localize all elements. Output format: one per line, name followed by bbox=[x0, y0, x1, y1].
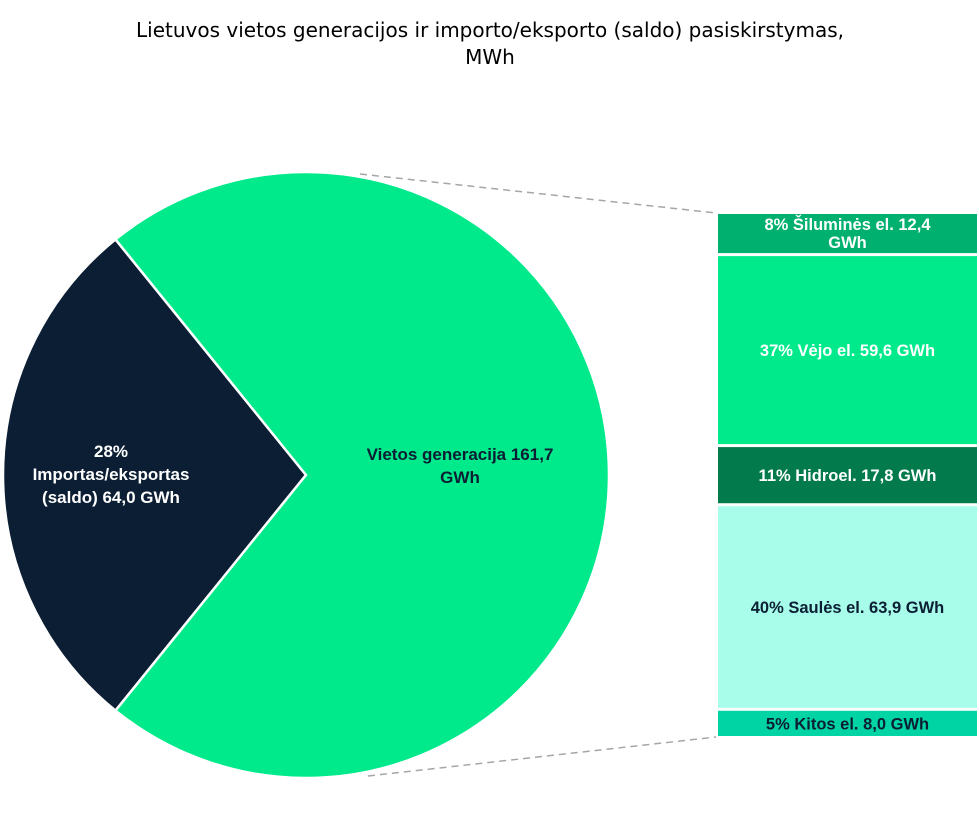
pie-label-importas-eksportas: 28% Importas/eksportas (saldo) 64,0 GWh bbox=[33, 442, 190, 507]
bar-label-saules-el: 40% Saulės el. 63,9 GWh bbox=[751, 599, 945, 617]
bar-segment-saules-el bbox=[718, 506, 977, 708]
chart-title-line-1: Lietuvos vietos generacijos ir importo/e… bbox=[136, 18, 844, 42]
bar-segment-silumines-el bbox=[718, 214, 977, 254]
bar-segment-vejo-el bbox=[718, 256, 977, 445]
bar-segment-kitos-el bbox=[718, 710, 977, 736]
pie-slice-importas-eksportas-saldo bbox=[1, 237, 308, 713]
bar-segment-hidroel bbox=[718, 447, 977, 504]
pie-slice-vietos-generacija bbox=[113, 170, 611, 780]
breakdown-bar: 8% Šiluminės el. 12,4 GWh 37% Vėjo el. 59,… bbox=[718, 214, 977, 736]
bar-label-hidroel: 11% Hidroel. 17,8 GWh bbox=[759, 467, 937, 485]
pie: 28% Importas/eksportas (saldo) 64,0 GWh Vie… bbox=[1, 170, 611, 780]
connector-bottom bbox=[367, 736, 717, 777]
pie-label-vietos-generacija: Vietos generacija 161,7 GWh bbox=[367, 445, 554, 487]
chart-title-line-2: MWh bbox=[465, 45, 515, 69]
pie-to-bar-connectors bbox=[359, 173, 717, 777]
bar-label-silumines-el: 8% Šiluminės el. 12,4 GWh bbox=[765, 215, 932, 252]
bar-label-kitos-el: 5% Kitos el. 8,0 GWh bbox=[766, 715, 929, 733]
bar-label-vejo-el: 37% Vėjo el. 59,6 GWh bbox=[760, 342, 935, 360]
